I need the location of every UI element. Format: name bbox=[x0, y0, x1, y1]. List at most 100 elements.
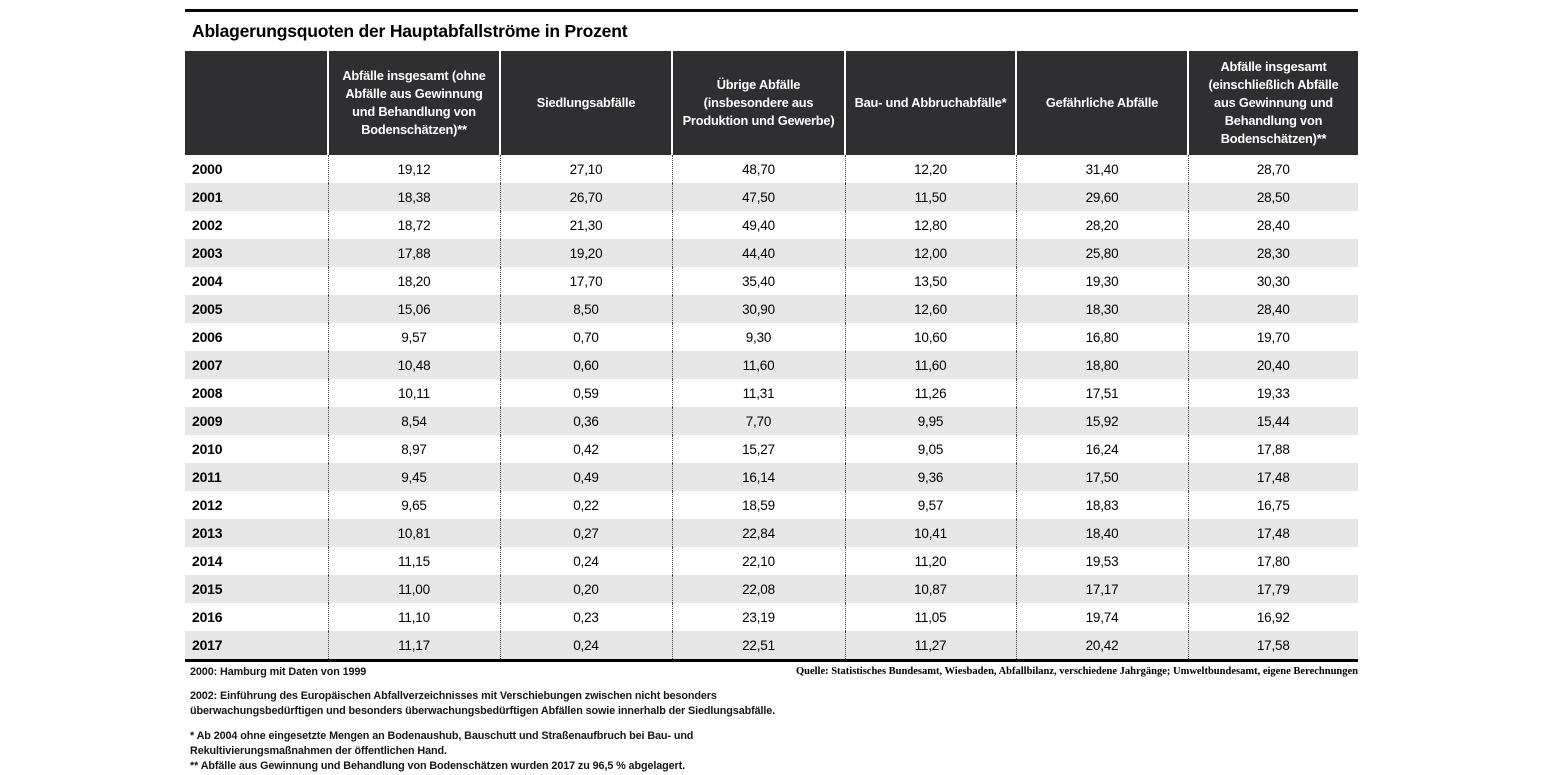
value-cell: 9,95 bbox=[844, 407, 1016, 435]
table-row: 2003 17,88 19,20 44,40 12,00 25,80 28,30 bbox=[185, 239, 1358, 267]
table-row: 2012 9,65 0,22 18,59 9,57 18,83 16,75 bbox=[185, 491, 1358, 519]
year-cell: 2005 bbox=[185, 295, 328, 323]
value-cell: 0,20 bbox=[499, 575, 672, 603]
value-cell: 9,57 bbox=[327, 323, 500, 351]
value-cell: 12,60 bbox=[844, 295, 1016, 323]
top-rule bbox=[185, 9, 1358, 12]
header-cell-construction: Bau- und Abbruchabfälle* bbox=[844, 51, 1016, 155]
year-cell: 2001 bbox=[185, 183, 328, 211]
value-cell: 10,81 bbox=[327, 519, 500, 547]
value-cell: 0,24 bbox=[499, 547, 672, 575]
header-cell-hazardous: Gefährliche Abfälle bbox=[1015, 51, 1188, 155]
header-cell-total-incl: Abfälle insgesamt (einschließlich Abfäll… bbox=[1187, 51, 1358, 155]
value-cell: 18,83 bbox=[1015, 491, 1188, 519]
value-cell: 44,40 bbox=[671, 239, 845, 267]
value-cell: 28,50 bbox=[1187, 183, 1358, 211]
value-cell: 18,80 bbox=[1015, 351, 1188, 379]
year-cell: 2014 bbox=[185, 547, 328, 575]
table-row: 2014 11,15 0,24 22,10 11,20 19,53 17,80 bbox=[185, 547, 1358, 575]
value-cell: 0,59 bbox=[499, 379, 672, 407]
table-body: 2000 19,12 27,10 48,70 12,20 31,40 28,70 2001 18… bbox=[185, 155, 1358, 659]
value-cell: 19,74 bbox=[1015, 603, 1188, 631]
table-row: 2005 15,06 8,50 30,90 12,60 18,30 28,40 bbox=[185, 295, 1358, 323]
value-cell: 29,60 bbox=[1015, 183, 1188, 211]
source-note: Quelle: Statistisches Bundesamt, Wiesbad… bbox=[795, 666, 1358, 677]
value-cell: 11,60 bbox=[671, 351, 845, 379]
value-cell: 18,20 bbox=[327, 267, 500, 295]
value-cell: 22,08 bbox=[671, 575, 845, 603]
table-row: 2006 9,57 0,70 9,30 10,60 16,80 19,70 bbox=[185, 323, 1358, 351]
table-row: 2009 8,54 0,36 7,70 9,95 15,92 15,44 bbox=[185, 407, 1358, 435]
value-cell: 17,88 bbox=[1187, 435, 1358, 463]
table-row: 2013 10,81 0,27 22,84 10,41 18,40 17,48 bbox=[185, 519, 1358, 547]
value-cell: 17,50 bbox=[1015, 463, 1188, 491]
value-cell: 27,10 bbox=[499, 155, 672, 183]
footnote-2002: 2002: Einführung des Europäischen Abfall… bbox=[190, 690, 776, 717]
header-row: Abfälle insgesamt (ohne Abfälle aus Gewi… bbox=[185, 51, 1358, 155]
value-cell: 11,17 bbox=[327, 631, 500, 659]
value-cell: 16,14 bbox=[671, 463, 845, 491]
value-cell: 11,50 bbox=[844, 183, 1016, 211]
value-cell: 30,30 bbox=[1187, 267, 1358, 295]
header-cell-total-excl: Abfälle insgesamt (ohne Abfälle aus Gewi… bbox=[327, 51, 500, 155]
table-row: 2015 11,00 0,20 22,08 10,87 17,17 17,79 bbox=[185, 575, 1358, 603]
value-cell: 9,05 bbox=[844, 435, 1016, 463]
year-cell: 2007 bbox=[185, 351, 328, 379]
value-cell: 22,84 bbox=[671, 519, 845, 547]
value-cell: 12,00 bbox=[844, 239, 1016, 267]
value-cell: 10,11 bbox=[327, 379, 500, 407]
table-row: 2002 18,72 21,30 49,40 12,80 28,20 28,40 bbox=[185, 211, 1358, 239]
value-cell: 10,41 bbox=[844, 519, 1016, 547]
value-cell: 49,40 bbox=[671, 211, 845, 239]
value-cell: 28,40 bbox=[1187, 295, 1358, 323]
value-cell: 12,80 bbox=[844, 211, 1016, 239]
header-cell-municipal: Siedlungsabfälle bbox=[499, 51, 672, 155]
value-cell: 9,45 bbox=[327, 463, 500, 491]
value-cell: 19,30 bbox=[1015, 267, 1188, 295]
year-cell: 2011 bbox=[185, 463, 328, 491]
value-cell: 17,88 bbox=[327, 239, 500, 267]
value-cell: 19,53 bbox=[1015, 547, 1188, 575]
value-cell: 11,60 bbox=[844, 351, 1016, 379]
value-cell: 0,49 bbox=[499, 463, 672, 491]
value-cell: 23,19 bbox=[671, 603, 845, 631]
footnote-2000: 2000: Hamburg mit Daten von 1999 bbox=[190, 666, 367, 678]
value-cell: 16,80 bbox=[1015, 323, 1188, 351]
value-cell: 18,38 bbox=[327, 183, 500, 211]
value-cell: 0,24 bbox=[499, 631, 672, 659]
table-row: 2011 9,45 0,49 16,14 9,36 17,50 17,48 bbox=[185, 463, 1358, 491]
value-cell: 20,42 bbox=[1015, 631, 1188, 659]
footnotes: 2000: Hamburg mit Daten von 1999 2002: E… bbox=[185, 665, 875, 774]
value-cell: 11,10 bbox=[327, 603, 500, 631]
figure: Ablagerungsquoten der Hauptabfallströme … bbox=[185, 0, 1358, 775]
year-cell: 2002 bbox=[185, 211, 328, 239]
figure-title: Ablagerungsquoten der Hauptabfallströme … bbox=[192, 21, 628, 41]
value-cell: 17,79 bbox=[1187, 575, 1358, 603]
value-cell: 35,40 bbox=[671, 267, 845, 295]
bottom-rule bbox=[185, 659, 1358, 662]
value-cell: 18,59 bbox=[671, 491, 845, 519]
value-cell: 8,97 bbox=[327, 435, 500, 463]
value-cell: 48,70 bbox=[671, 155, 845, 183]
value-cell: 21,30 bbox=[499, 211, 672, 239]
value-cell: 9,57 bbox=[844, 491, 1016, 519]
value-cell: 16,75 bbox=[1187, 491, 1358, 519]
table-row: 2010 8,97 0,42 15,27 9,05 16,24 17,88 bbox=[185, 435, 1358, 463]
value-cell: 28,40 bbox=[1187, 211, 1358, 239]
table-row: 2000 19,12 27,10 48,70 12,20 31,40 28,70 bbox=[185, 155, 1358, 183]
header-cell-other: Übrige Abfälle (insbesondere aus Produkt… bbox=[671, 51, 845, 155]
value-cell: 11,27 bbox=[844, 631, 1016, 659]
year-cell: 2015 bbox=[185, 575, 328, 603]
footnote-double-asterisk: ** Abfälle aus Gewinnung und Behandlung … bbox=[190, 760, 686, 772]
value-cell: 11,05 bbox=[844, 603, 1016, 631]
value-cell: 22,51 bbox=[671, 631, 845, 659]
value-cell: 20,40 bbox=[1187, 351, 1358, 379]
notes-area: 2000: Hamburg mit Daten von 1999 2002: E… bbox=[185, 665, 1358, 775]
header-cell-year bbox=[185, 51, 328, 155]
value-cell: 0,36 bbox=[499, 407, 672, 435]
value-cell: 10,87 bbox=[844, 575, 1016, 603]
value-cell: 10,60 bbox=[844, 323, 1016, 351]
year-cell: 2008 bbox=[185, 379, 328, 407]
year-cell: 2009 bbox=[185, 407, 328, 435]
value-cell: 17,51 bbox=[1015, 379, 1188, 407]
